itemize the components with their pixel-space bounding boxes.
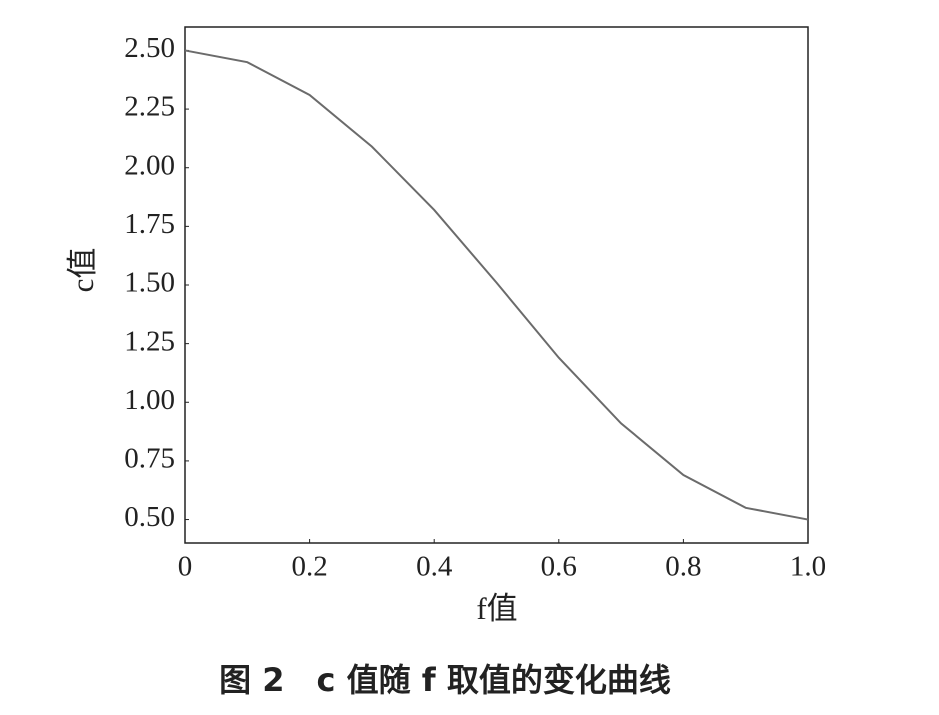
- caption: 图 2 c 值随 f 取值的变化曲线: [219, 661, 671, 699]
- y-tick-label: 1.25: [124, 325, 175, 357]
- x-tick-label: 1.0: [790, 551, 826, 583]
- x-tick-label: 0.6: [541, 551, 577, 583]
- x-tick-label: 0: [178, 551, 193, 583]
- y-tick-label: 1.00: [124, 384, 175, 416]
- data-line: [184, 49, 809, 521]
- plot-frame: [184, 26, 809, 544]
- y-tick-label: 1.75: [124, 208, 175, 240]
- y-tick-label: 2.50: [124, 32, 175, 64]
- y-tick-label: 1.50: [124, 267, 175, 299]
- y-tick-label: 0.75: [124, 443, 175, 475]
- y-axis-label: c值: [65, 248, 100, 293]
- y-tick-label: 2.00: [124, 149, 175, 181]
- y-tick-label: 0.50: [124, 501, 175, 533]
- x-tick-label: 0.4: [416, 551, 453, 583]
- x-tick-label: 0.8: [665, 551, 701, 583]
- x-axis-label: f值: [476, 591, 517, 626]
- x-tick-label: 0.2: [291, 551, 327, 583]
- y-tick-label: 2.25: [124, 91, 175, 123]
